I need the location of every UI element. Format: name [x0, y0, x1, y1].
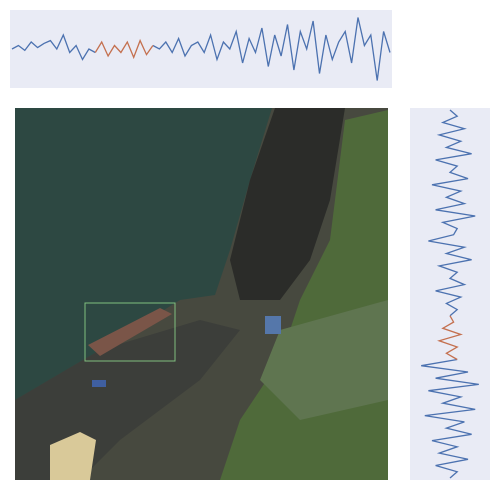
coal-yard [230, 108, 345, 300]
roof [265, 316, 281, 334]
signal-line [421, 109, 479, 479]
warehouse [50, 432, 96, 480]
selection-box [84, 302, 176, 362]
signal-line [437, 315, 463, 361]
ship [88, 308, 172, 356]
satellite-image [15, 108, 388, 480]
top-plot-bg [10, 10, 392, 88]
water [15, 108, 272, 400]
town [260, 300, 388, 420]
signal-line [11, 17, 391, 81]
signal-line [94, 38, 154, 60]
roof [92, 380, 106, 387]
